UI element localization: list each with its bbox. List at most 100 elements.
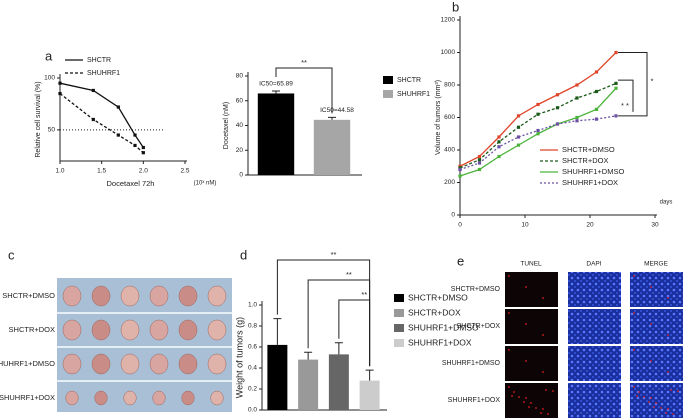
point xyxy=(116,133,120,137)
legend-label: SHCTR+DMSO xyxy=(562,145,615,154)
micrograph xyxy=(630,309,683,344)
tunel-dot xyxy=(513,391,515,393)
y-tick-label: 1.0 xyxy=(248,302,257,309)
point xyxy=(516,125,521,129)
tumor xyxy=(91,285,111,307)
bar xyxy=(298,359,319,410)
point xyxy=(536,102,540,107)
micrograph xyxy=(568,309,621,344)
point xyxy=(458,164,462,168)
tunel-dot xyxy=(508,312,510,314)
tunel-dot xyxy=(672,413,674,415)
y-tick-label: 50 xyxy=(48,127,56,134)
legend-swatch xyxy=(394,324,404,332)
point xyxy=(133,143,137,148)
row-label: SHUHRF1+DOX xyxy=(448,397,501,404)
x-tick-label: 1.5 xyxy=(97,168,106,175)
point xyxy=(536,112,540,116)
point xyxy=(497,154,501,159)
tunel-dot xyxy=(648,401,650,403)
column-label: TUNEL xyxy=(520,261,542,268)
panel-label: b xyxy=(452,0,459,14)
error-bar xyxy=(334,342,343,355)
point xyxy=(133,133,137,137)
legend-label: SHCTR+DOX xyxy=(562,156,608,165)
tunel-dot xyxy=(525,360,527,362)
y-tick-label: 200 xyxy=(444,179,455,186)
tunel-dot xyxy=(650,360,652,362)
tumor xyxy=(123,390,137,406)
point xyxy=(614,114,618,118)
tunel-dot xyxy=(547,413,549,415)
legend-label: SHCTR xyxy=(397,77,421,84)
tunel-dot xyxy=(525,323,527,325)
tumor xyxy=(207,353,227,375)
x-unit: (10ˣ nM) xyxy=(194,181,217,187)
point xyxy=(477,158,482,162)
legend-label: SHUHRF1+DMSO xyxy=(562,167,624,176)
tunel-dot xyxy=(633,275,635,277)
tumor xyxy=(62,285,82,307)
tumor xyxy=(62,319,82,341)
legend-swatch xyxy=(383,90,393,98)
point xyxy=(458,167,462,172)
tumor xyxy=(207,319,227,341)
micrograph xyxy=(505,272,558,307)
micrograph xyxy=(630,346,683,381)
tunel-dot xyxy=(653,406,655,408)
y-axis-label: Volume of tumors (mm³) xyxy=(435,80,442,155)
row-label: SHCTR+DMSO xyxy=(2,291,55,300)
tunel-dot xyxy=(650,286,652,288)
point xyxy=(555,106,560,110)
tumor xyxy=(120,353,140,375)
y-tick-label: 600 xyxy=(444,114,455,121)
point xyxy=(516,135,521,139)
tunel-dot xyxy=(650,323,652,325)
micrograph xyxy=(630,272,683,307)
tumor xyxy=(65,390,79,406)
x-tick-label: 20 xyxy=(586,222,594,229)
bar xyxy=(313,119,351,175)
error-bar xyxy=(273,318,282,345)
tunel-dot xyxy=(667,408,669,410)
point xyxy=(91,88,95,93)
y-tick-label: 0.4 xyxy=(248,365,257,372)
tunel-dot xyxy=(670,389,672,391)
row-label: SHCTR+DOX xyxy=(9,325,55,334)
legend-label: SHUHRF1+DMSO xyxy=(408,322,479,332)
significance-bracket xyxy=(275,67,333,114)
point xyxy=(575,115,579,120)
point xyxy=(614,86,618,90)
tunel-dot xyxy=(633,386,635,388)
tunel-dot xyxy=(667,334,669,336)
tumor xyxy=(152,390,166,406)
point xyxy=(614,50,618,55)
micrograph xyxy=(568,272,621,307)
tunel-dot xyxy=(518,396,520,398)
tunel-dot xyxy=(508,275,510,277)
point xyxy=(575,96,579,100)
tunel-dot xyxy=(545,389,547,391)
y-tick-label: 80 xyxy=(236,73,244,80)
tunel-dot xyxy=(542,408,544,410)
point xyxy=(477,161,482,165)
point xyxy=(58,81,62,85)
tunel-dot xyxy=(665,412,667,414)
micrograph xyxy=(505,383,558,418)
point xyxy=(555,122,560,126)
significance-label: ** xyxy=(331,250,337,259)
x-tick-label: 30 xyxy=(651,222,659,229)
error-bar xyxy=(272,90,280,94)
legend-label: SHUHRF1+DOX xyxy=(408,337,472,347)
legend-label: SHCTR+DMSO xyxy=(408,292,468,302)
significance-bracket xyxy=(338,299,371,367)
series-line xyxy=(59,82,144,148)
legend-label: SHCTR xyxy=(87,57,111,64)
tumor xyxy=(210,390,224,406)
x-tick-label: 2.0 xyxy=(139,168,148,175)
significance-bracket xyxy=(276,259,371,367)
legend-label: SHUHRF1 xyxy=(87,70,120,77)
y-tick-label: 0 xyxy=(239,172,243,179)
tunel-dot xyxy=(636,395,638,397)
